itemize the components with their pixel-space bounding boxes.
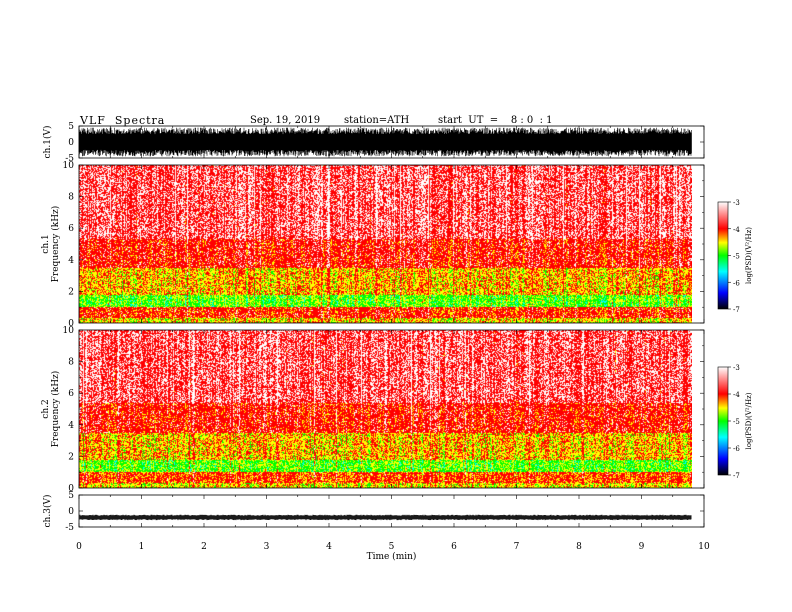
- y-tick-label: 0: [68, 507, 74, 517]
- colorbar-label: log(PSD)(V²/Hz): [745, 392, 753, 449]
- y-tick-label: 6: [68, 224, 74, 234]
- colorbar-tick-label: -3: [733, 364, 740, 372]
- date-label: Sep. 19, 2019: [250, 115, 321, 126]
- y-tick-label: 10: [63, 326, 75, 336]
- x-tick-label: 3: [264, 542, 270, 552]
- x-tick-label: 10: [698, 542, 710, 552]
- chart-title: VLF Spectra: [80, 114, 166, 127]
- station-label: station=ATH: [344, 115, 410, 126]
- ch1-ylabel: ch.1(V): [42, 126, 53, 159]
- y-tick-label: 4: [68, 421, 74, 431]
- y-tick-label: -5: [65, 523, 74, 533]
- colorbar-tick-label: -5: [733, 253, 740, 261]
- ch1-spec-ylabel-1: ch.1: [41, 234, 51, 253]
- ch1-spec-ylabel-2: Frequency (kHz): [50, 206, 61, 283]
- y-tick-label: 10: [63, 161, 75, 171]
- y-tick-label: 2: [68, 452, 74, 462]
- colorbar-tick-label: -6: [733, 445, 740, 453]
- ch1-waveform-line: [78, 127, 692, 157]
- x-tick-label: 5: [389, 542, 395, 552]
- y-tick-label: 8: [68, 358, 74, 368]
- ch2-spec-ylabel-2: Frequency (kHz): [50, 371, 61, 448]
- start-ut-label: start UT = 8 : 0 : 1: [438, 115, 553, 126]
- y-tick-label: -5: [65, 154, 74, 164]
- ch2-spec-ylabel-1: ch.2: [41, 399, 51, 418]
- x-tick-label: 8: [576, 542, 582, 552]
- y-tick-label: 4: [68, 256, 74, 266]
- colorbar-label: log(PSD)(V²/Hz): [745, 227, 753, 284]
- ch3-ylabel: ch.3(V): [42, 495, 53, 528]
- x-tick-label: 7: [514, 542, 520, 552]
- x-tick-label: 0: [76, 542, 82, 552]
- y-tick-label: 2: [68, 287, 74, 297]
- colorbar-tick-label: -3: [733, 199, 740, 207]
- colorbar-tick-label: -4: [733, 391, 740, 399]
- ch2-spectrogram-image: [79, 330, 692, 488]
- colorbar-tick-label: -7: [733, 306, 740, 314]
- ch3-waveform-frame: [78, 494, 705, 528]
- colorbar-tick-label: -7: [733, 472, 740, 480]
- x-tick-label: 1: [139, 542, 145, 552]
- y-tick-label: 5: [68, 491, 74, 501]
- y-tick-label: 5: [68, 122, 74, 132]
- ch3-waveform-line: [79, 514, 692, 521]
- x-tick-label: 6: [451, 542, 457, 552]
- x-axis-title: Time (min): [367, 551, 417, 562]
- x-tick-label: 4: [326, 542, 332, 552]
- x-tick-label: 2: [201, 542, 207, 552]
- colorbar-tick-label: -4: [733, 226, 740, 234]
- colorbar-tick-label: -5: [733, 418, 740, 426]
- y-tick-label: 0: [68, 484, 74, 494]
- y-tick-label: 8: [68, 193, 74, 203]
- ch1-spectrogram-colorbar: [717, 201, 729, 310]
- x-tick-label: 9: [639, 542, 645, 552]
- y-tick-label: 6: [68, 389, 74, 399]
- y-tick-label: 0: [68, 138, 74, 148]
- colorbar-tick-label: -6: [733, 279, 740, 287]
- y-tick-label: 0: [68, 319, 74, 329]
- ch2-spectrogram-colorbar: [717, 366, 729, 476]
- ch1-spectrogram-image: [79, 165, 692, 323]
